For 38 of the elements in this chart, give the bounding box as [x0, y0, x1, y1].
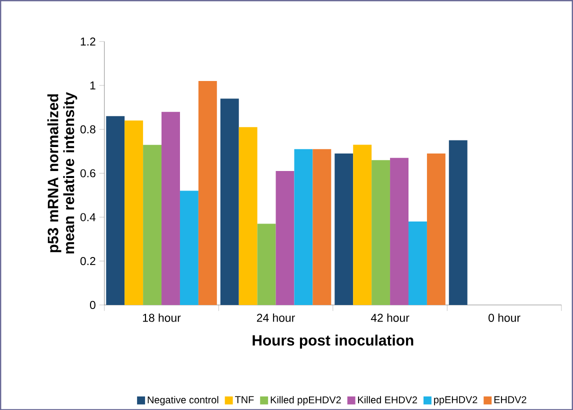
bar [162, 112, 180, 305]
legend-label: Killed ppEHDV2 [270, 396, 341, 406]
y-tick-label: 0.8 [80, 125, 96, 134]
bar [312, 148, 332, 305]
legend-label: Negative control [148, 396, 218, 406]
bar [334, 153, 354, 305]
legend-label: ppEHDV2 [434, 396, 478, 406]
x-tick-label: 18 hour [143, 313, 181, 322]
bar [276, 170, 294, 305]
y-tick-label: 0.6 [80, 169, 96, 178]
bar [124, 120, 144, 305]
bar [238, 126, 258, 305]
bar [143, 144, 162, 305]
bar [353, 144, 372, 305]
legend-label: Killed EHDV2 [358, 396, 418, 404]
y-tick-label: 1 [90, 81, 96, 90]
bar [448, 140, 468, 305]
y-tick-label: 1.2 [80, 37, 96, 46]
bar [372, 160, 390, 305]
y-tick-label: 0 [90, 300, 96, 309]
bar [426, 153, 446, 305]
y-tick-label: 0.2 [80, 256, 96, 265]
bar [390, 158, 408, 305]
x-tick-label: 24 hour [256, 313, 295, 322]
bar [198, 80, 217, 305]
legend-label: EHDV2 [494, 396, 526, 403]
bar [408, 221, 427, 305]
bar [257, 224, 276, 305]
legend-label: TNF [235, 396, 254, 403]
bar [294, 148, 313, 305]
x-axis-title: Hours post inoculation [252, 334, 414, 348]
y-axis-title: p53 mRNA normalized mean relative intensity [47, 92, 78, 254]
bar [106, 116, 125, 305]
y-tick-label: 0.4 [80, 212, 96, 222]
bar [220, 98, 239, 305]
bar [180, 190, 198, 305]
x-tick-label: 0 hour [488, 313, 520, 322]
x-tick-label: 42 hour [370, 313, 410, 322]
